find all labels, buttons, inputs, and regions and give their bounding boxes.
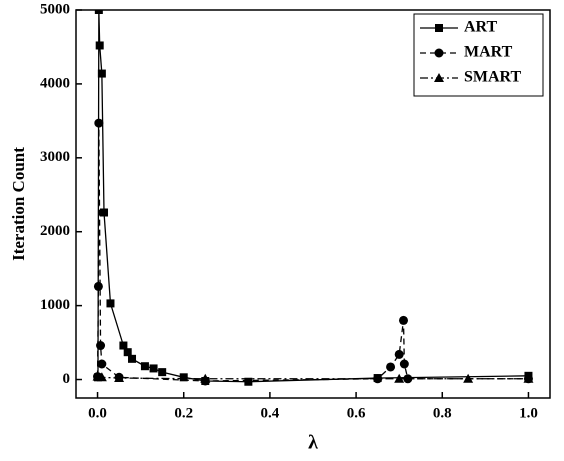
marker (94, 118, 104, 128)
y-tick-label: 4000 (40, 75, 70, 91)
y-tick-label: 3000 (40, 149, 70, 165)
legend-marker (435, 24, 443, 32)
x-tick-label: 0.2 (174, 405, 193, 421)
marker (114, 373, 125, 383)
marker (200, 373, 211, 383)
legend-label: ART (464, 19, 498, 36)
x-tick-label: 0.6 (347, 405, 366, 421)
marker (244, 377, 253, 386)
y-tick-label: 2000 (40, 223, 70, 239)
x-tick-label: 0.8 (433, 405, 452, 421)
marker (523, 373, 534, 383)
marker (119, 341, 128, 350)
marker (123, 348, 132, 357)
series-line (96, 123, 529, 382)
marker (149, 364, 158, 373)
marker (398, 315, 408, 325)
y-axis-label: Iteration Count (9, 147, 28, 261)
marker (373, 374, 383, 384)
marker (106, 299, 115, 308)
x-axis-label: λ (308, 432, 318, 454)
marker (394, 349, 404, 359)
x-tick-label: 0.4 (261, 405, 280, 421)
legend-label: SMART (464, 69, 522, 86)
marker (399, 359, 409, 369)
marker (96, 341, 106, 351)
marker (95, 41, 104, 50)
y-tick-label: 1000 (40, 297, 70, 313)
marker (93, 281, 103, 291)
legend-label: MART (464, 44, 513, 61)
marker (463, 373, 474, 383)
marker (394, 373, 405, 383)
legend-marker (434, 73, 444, 82)
y-tick-label: 0 (63, 371, 71, 387)
y-tick-label: 5000 (40, 1, 70, 17)
plot-frame (75, 9, 551, 399)
marker (140, 362, 149, 371)
marker (179, 373, 188, 382)
legend-marker (434, 48, 444, 58)
marker (386, 362, 396, 372)
marker (94, 10, 103, 14)
marker (97, 69, 106, 78)
x-tick-label: 1.0 (519, 405, 538, 421)
plot-area (92, 10, 534, 386)
marker (100, 208, 109, 217)
marker (128, 354, 137, 363)
marker (158, 368, 167, 377)
x-tick-label: 0.0 (88, 405, 107, 421)
marker (97, 359, 107, 369)
marker (96, 372, 107, 382)
